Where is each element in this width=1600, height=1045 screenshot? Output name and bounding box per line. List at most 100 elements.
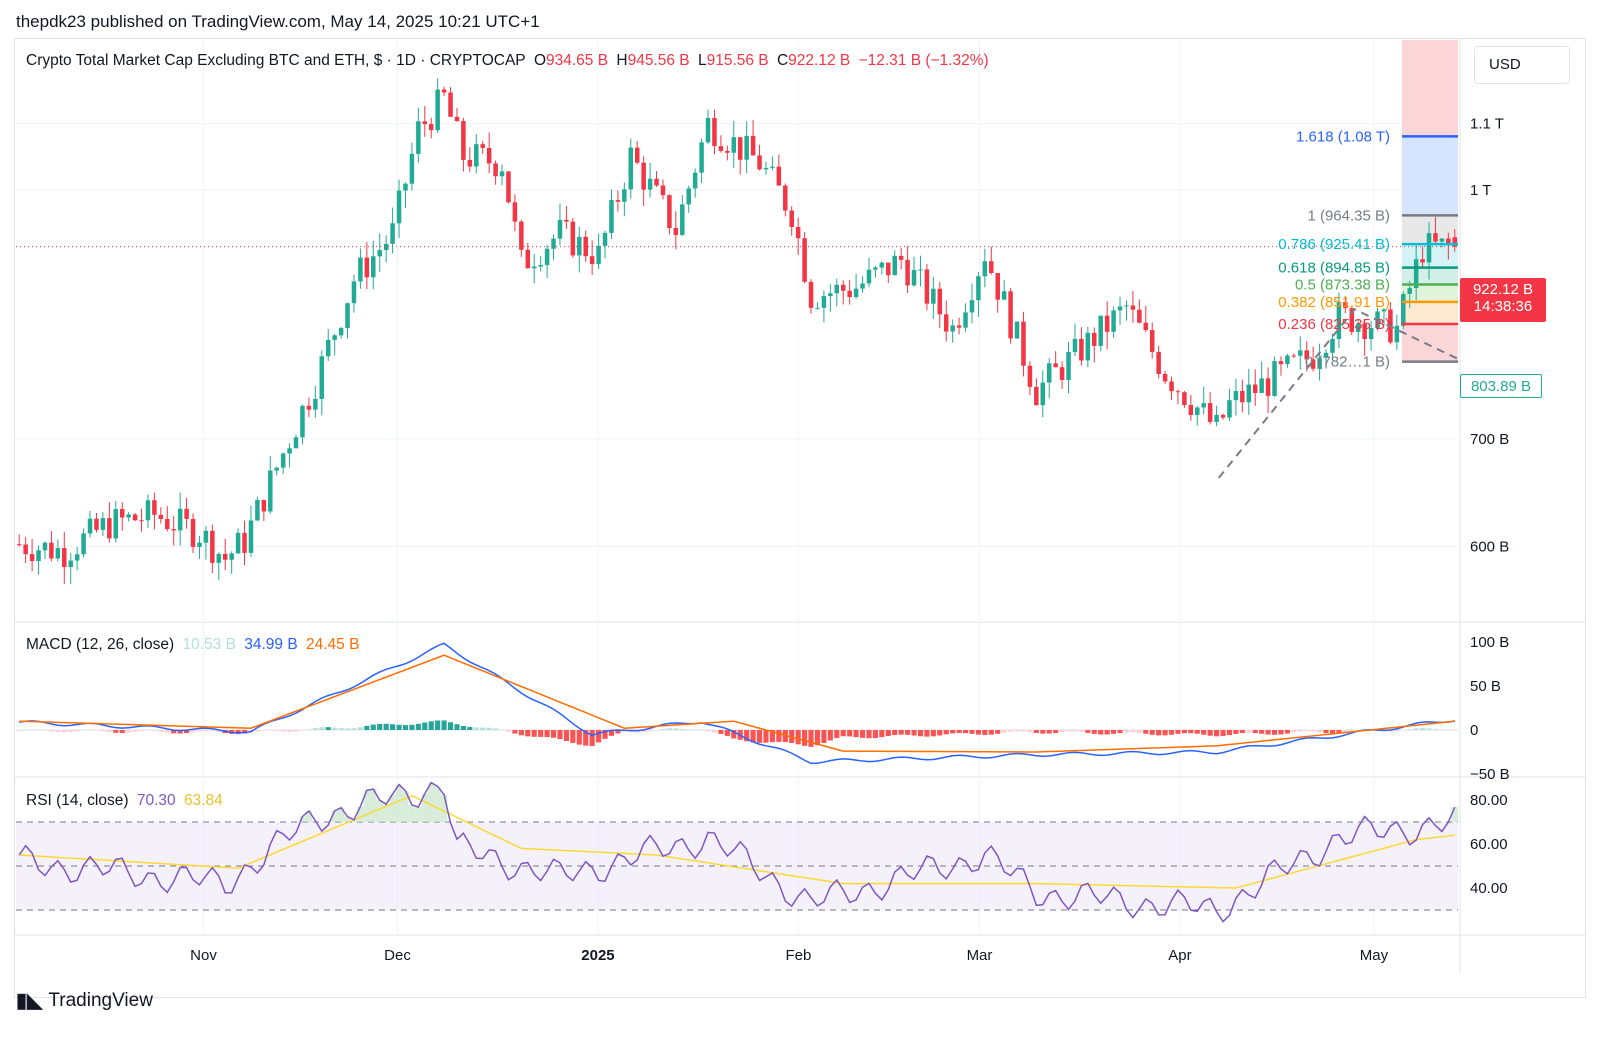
- macd-hist-bar: [763, 730, 769, 743]
- macd-hist-bar: [126, 730, 132, 733]
- macd-hist-bar: [493, 728, 499, 730]
- macd-hist-bar: [1201, 730, 1207, 735]
- macd-hist-bar: [254, 730, 260, 732]
- candle-body: [1027, 365, 1033, 387]
- macd-hist-bar: [1008, 730, 1014, 732]
- macd-hist-bar: [1452, 729, 1458, 731]
- candle-body: [815, 307, 820, 309]
- rsi-legend: RSI (14, close) 70.30 63.84: [26, 792, 227, 810]
- candle-body: [589, 256, 595, 265]
- rsi-tick-label: 40.00: [1470, 880, 1508, 897]
- macd-hist-bar: [261, 730, 267, 731]
- macd-hist-bar: [16, 730, 22, 731]
- macd-hist-bar: [344, 728, 351, 730]
- macd-hist-bar: [1053, 730, 1059, 733]
- macd-hist-bar: [164, 730, 170, 733]
- macd-hist-bar: [267, 730, 273, 731]
- macd-hist-bar: [151, 730, 157, 731]
- rsi-label: RSI (14, close): [26, 792, 129, 809]
- candle-body: [544, 248, 550, 266]
- macd-hist-bar: [666, 728, 672, 730]
- candle-body: [1098, 315, 1103, 346]
- currency-button[interactable]: USD: [1474, 46, 1570, 84]
- macd-hist-bar: [1059, 730, 1065, 733]
- candle-body: [686, 188, 691, 205]
- candle-body: [428, 124, 434, 131]
- candle-body: [1426, 233, 1432, 263]
- candle-body: [840, 284, 846, 291]
- candle-body: [982, 261, 988, 277]
- macd-hist-bar: [209, 730, 215, 732]
- price-axes: 1.1 T 1 T 700 B 600 B 100 B 50 B 0 −50 B 80.00 60…: [1470, 116, 1510, 897]
- candle-body: [1259, 378, 1264, 394]
- rsi-overbought-fill: [357, 806, 364, 822]
- candle-body: [886, 262, 891, 276]
- candle-body: [306, 405, 312, 410]
- high-label: H: [616, 52, 628, 69]
- x-tick-label: Dec: [384, 947, 411, 964]
- candle-body: [718, 146, 724, 151]
- candle-body: [62, 548, 67, 568]
- fib-level-label: 0.382 (851.91 B): [1278, 294, 1390, 311]
- macd-hist-bar: [460, 725, 466, 730]
- candle-body: [1117, 306, 1123, 311]
- candle-body: [1214, 414, 1219, 422]
- candle-body: [776, 166, 782, 186]
- open-value: 934.65 B: [546, 52, 609, 69]
- candle-body: [795, 226, 801, 239]
- candle-body: [474, 144, 479, 167]
- candle-body: [1368, 327, 1374, 340]
- macd-hist-bar: [750, 730, 756, 743]
- macd-hist-bar: [74, 730, 80, 732]
- macd-hist-bar: [486, 727, 492, 730]
- macd-hist-bar: [1445, 730, 1451, 731]
- candle-body: [1195, 407, 1200, 416]
- y-tick-label: 700 B: [1470, 431, 1509, 448]
- rsi-overbought-fill: [415, 807, 422, 822]
- macd-hist-bar: [1413, 728, 1419, 730]
- macd-hist-bar: [338, 728, 344, 730]
- candle-body: [879, 262, 885, 268]
- macd-hist-bar: [641, 730, 647, 733]
- macd-hist-bar: [615, 730, 621, 734]
- candle-body: [338, 328, 344, 336]
- candle-body: [229, 553, 234, 560]
- candle-body: [390, 223, 395, 244]
- macd-tick-label: 100 B: [1470, 634, 1509, 651]
- candle-body: [1124, 305, 1129, 307]
- candle-body: [1246, 384, 1252, 403]
- macd-hist-bar: [885, 730, 891, 737]
- candle-body: [345, 303, 350, 329]
- macd-hist-bar: [518, 730, 524, 736]
- macd-hist-bar: [1304, 730, 1310, 732]
- macd-hist-bar: [216, 730, 222, 733]
- rsi-overbought-fill: [331, 810, 338, 822]
- candle-body: [1182, 392, 1187, 406]
- candle-body: [1233, 391, 1239, 401]
- candle-body: [821, 296, 827, 308]
- macd-tick-label: 50 B: [1470, 678, 1501, 695]
- candle-body: [873, 267, 878, 270]
- macd-hist-bar: [1329, 730, 1336, 734]
- macd-hist-bar: [435, 720, 441, 730]
- macd-hist-bar: [332, 727, 338, 730]
- candle-body: [358, 257, 363, 282]
- candle-body: [898, 255, 904, 260]
- rsi-tick-label: 80.00: [1470, 792, 1508, 809]
- candle-body: [1143, 322, 1149, 331]
- candle-body: [609, 200, 614, 233]
- candle-body: [802, 238, 807, 282]
- macd-hist-bar: [660, 728, 666, 730]
- candle-body: [416, 121, 421, 154]
- candle-body: [853, 288, 859, 297]
- candle-body: [744, 135, 749, 160]
- candle-body: [499, 171, 505, 177]
- macd-hist-bar: [1432, 729, 1439, 730]
- x-tick-label: Nov: [190, 947, 217, 964]
- y-tick-label: 600 B: [1470, 538, 1509, 555]
- candle-body: [441, 89, 447, 93]
- candle-body: [467, 159, 473, 167]
- candle-body: [113, 509, 119, 539]
- fib-zone-top: [1402, 40, 1458, 137]
